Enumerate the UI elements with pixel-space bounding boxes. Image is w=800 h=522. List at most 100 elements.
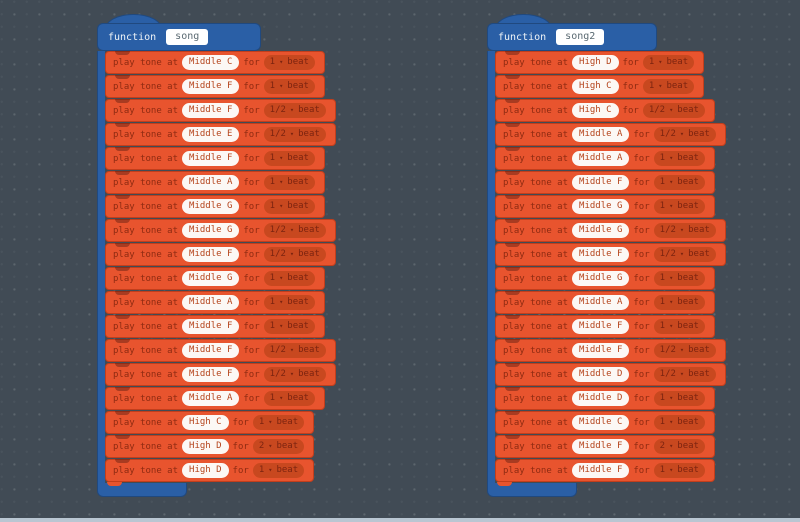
play-tone-block[interactable]: play tone at Middle D for 1/2 ▾ beat: [495, 363, 726, 386]
play-tone-block[interactable]: play tone at Middle F for 1/2 ▾ beat: [105, 99, 336, 122]
note-field[interactable]: Middle F: [572, 247, 630, 262]
note-field[interactable]: High C: [182, 415, 229, 430]
note-field[interactable]: Middle G: [572, 271, 630, 286]
note-field[interactable]: Middle C: [182, 55, 240, 70]
beat-dropdown[interactable]: 1/2 ▾ beat: [653, 343, 716, 358]
play-tone-block[interactable]: play tone at Middle G for 1/2 ▾ beat: [495, 219, 726, 242]
note-field[interactable]: Middle F: [182, 103, 240, 118]
beat-dropdown[interactable]: 1/2 ▾ beat: [653, 223, 716, 238]
function-name-field[interactable]: song: [166, 29, 209, 45]
beat-dropdown[interactable]: 1 ▾ beat: [653, 319, 705, 334]
beat-dropdown[interactable]: 1 ▾ beat: [653, 463, 705, 478]
beat-dropdown[interactable]: 1 ▾ beat: [263, 295, 315, 310]
note-field[interactable]: Middle C: [572, 415, 630, 430]
beat-dropdown[interactable]: 1 ▾ beat: [642, 55, 695, 70]
play-tone-block[interactable]: play tone at High C for 1 ▾ beat: [495, 75, 705, 98]
play-tone-block[interactable]: play tone at High C for 1/2 ▾ beat: [495, 99, 715, 122]
play-tone-block[interactable]: play tone at Middle F for 1/2 ▾ beat: [105, 243, 336, 266]
note-field[interactable]: Middle F: [572, 463, 630, 478]
play-tone-block[interactable]: play tone at Middle G for 1 ▾ beat: [105, 267, 325, 290]
play-tone-block[interactable]: play tone at Middle A for 1 ▾ beat: [495, 147, 715, 170]
beat-dropdown[interactable]: 1/2 ▾ beat: [653, 127, 716, 142]
beat-dropdown[interactable]: 1/2 ▾ beat: [642, 103, 705, 118]
play-tone-block[interactable]: play tone at Middle F for 1 ▾ beat: [105, 147, 325, 170]
beat-dropdown[interactable]: 1 ▾ beat: [653, 151, 705, 166]
play-tone-block[interactable]: play tone at Middle A for 1 ▾ beat: [105, 171, 325, 194]
play-tone-block[interactable]: play tone at Middle D for 1 ▾ beat: [495, 387, 715, 410]
beat-dropdown[interactable]: 1/2 ▾ beat: [263, 247, 326, 262]
beat-dropdown[interactable]: 1/2 ▾ beat: [653, 247, 716, 262]
note-field[interactable]: Middle F: [182, 79, 240, 94]
note-field[interactable]: High C: [572, 79, 619, 94]
beat-dropdown[interactable]: 1/2 ▾ beat: [263, 103, 326, 118]
note-field[interactable]: Middle A: [182, 391, 240, 406]
beat-dropdown[interactable]: 1 ▾ beat: [653, 391, 705, 406]
beat-dropdown[interactable]: 1 ▾ beat: [263, 199, 315, 214]
note-field[interactable]: High D: [182, 439, 229, 454]
play-tone-block[interactable]: play tone at Middle F for 1 ▾ beat: [495, 459, 715, 482]
play-tone-block[interactable]: play tone at Middle F for 1 ▾ beat: [495, 315, 715, 338]
note-field[interactable]: Middle G: [182, 271, 240, 286]
beat-dropdown[interactable]: 2 ▾ beat: [252, 439, 305, 454]
note-field[interactable]: High D: [182, 463, 229, 478]
play-tone-block[interactable]: play tone at Middle G for 1 ▾ beat: [495, 267, 715, 290]
play-tone-block[interactable]: play tone at Middle C for 1 ▾ beat: [495, 411, 715, 434]
note-field[interactable]: Middle F: [572, 319, 630, 334]
function-header[interactable]: function song: [97, 23, 262, 51]
note-field[interactable]: Middle D: [572, 391, 630, 406]
play-tone-block[interactable]: play tone at Middle F for 1/2 ▾ beat: [105, 363, 336, 386]
beat-dropdown[interactable]: 1 ▾ beat: [653, 415, 705, 430]
note-field[interactable]: Middle A: [572, 295, 630, 310]
note-field[interactable]: Middle F: [182, 367, 240, 382]
play-tone-block[interactable]: play tone at Middle F for 1/2 ▾ beat: [495, 243, 726, 266]
note-field[interactable]: Middle G: [182, 199, 240, 214]
play-tone-block[interactable]: play tone at Middle A for 1 ▾ beat: [105, 387, 325, 410]
play-tone-block[interactable]: play tone at High D for 1 ▾ beat: [105, 459, 315, 482]
note-field[interactable]: High C: [572, 103, 619, 118]
function-definition-song2[interactable]: function song2 play tone at High D for 1…: [487, 14, 726, 497]
note-field[interactable]: Middle F: [182, 247, 240, 262]
note-field[interactable]: Middle A: [572, 127, 630, 142]
beat-dropdown[interactable]: 1 ▾ beat: [263, 391, 315, 406]
note-field[interactable]: Middle F: [182, 319, 240, 334]
play-tone-block[interactable]: play tone at Middle F for 1/2 ▾ beat: [105, 339, 336, 362]
play-tone-block[interactable]: play tone at Middle F for 1 ▾ beat: [495, 171, 715, 194]
note-field[interactable]: Middle G: [182, 223, 240, 238]
play-tone-block[interactable]: play tone at Middle F for 1 ▾ beat: [105, 75, 325, 98]
note-field[interactable]: Middle F: [572, 439, 630, 454]
beat-dropdown[interactable]: 1 ▾ beat: [263, 55, 315, 70]
play-tone-block[interactable]: play tone at Middle E for 1/2 ▾ beat: [105, 123, 336, 146]
beat-dropdown[interactable]: 1 ▾ beat: [263, 79, 315, 94]
beat-dropdown[interactable]: 1 ▾ beat: [263, 151, 315, 166]
play-tone-block[interactable]: play tone at Middle F for 1 ▾ beat: [105, 315, 325, 338]
beat-dropdown[interactable]: 1/2 ▾ beat: [263, 343, 326, 358]
function-name-field[interactable]: song2: [556, 29, 605, 45]
beat-dropdown[interactable]: 1 ▾ beat: [263, 319, 315, 334]
play-tone-block[interactable]: play tone at Middle A for 1 ▾ beat: [105, 291, 325, 314]
beat-dropdown[interactable]: 1 ▾ beat: [653, 199, 705, 214]
beat-dropdown[interactable]: 1 ▾ beat: [642, 79, 695, 94]
note-field[interactable]: Middle G: [572, 199, 630, 214]
play-tone-block[interactable]: play tone at Middle F for 2 ▾ beat: [495, 435, 715, 458]
play-tone-block[interactable]: play tone at Middle G for 1 ▾ beat: [105, 195, 325, 218]
note-field[interactable]: Middle F: [572, 175, 630, 190]
beat-dropdown[interactable]: 1 ▾ beat: [263, 271, 315, 286]
note-field[interactable]: Middle A: [572, 151, 630, 166]
note-field[interactable]: Middle E: [182, 127, 240, 142]
beat-dropdown[interactable]: 2 ▾ beat: [653, 439, 705, 454]
beat-dropdown[interactable]: 1 ▾ beat: [252, 463, 305, 478]
function-definition-song[interactable]: function song play tone at Middle C for …: [97, 14, 336, 497]
play-tone-block[interactable]: play tone at Middle F for 1/2 ▾ beat: [495, 339, 726, 362]
beat-dropdown[interactable]: 1/2 ▾ beat: [263, 127, 326, 142]
play-tone-block[interactable]: play tone at High D for 2 ▾ beat: [105, 435, 315, 458]
play-tone-block[interactable]: play tone at Middle C for 1 ▾ beat: [105, 51, 325, 74]
note-field[interactable]: Middle D: [572, 367, 630, 382]
beat-dropdown[interactable]: 1/2 ▾ beat: [263, 223, 326, 238]
play-tone-block[interactable]: play tone at Middle A for 1 ▾ beat: [495, 291, 715, 314]
beat-dropdown[interactable]: 1 ▾ beat: [653, 295, 705, 310]
beat-dropdown[interactable]: 1 ▾ beat: [252, 415, 305, 430]
beat-dropdown[interactable]: 1/2 ▾ beat: [263, 367, 326, 382]
beat-dropdown[interactable]: 1 ▾ beat: [653, 175, 705, 190]
play-tone-block[interactable]: play tone at Middle A for 1/2 ▾ beat: [495, 123, 726, 146]
